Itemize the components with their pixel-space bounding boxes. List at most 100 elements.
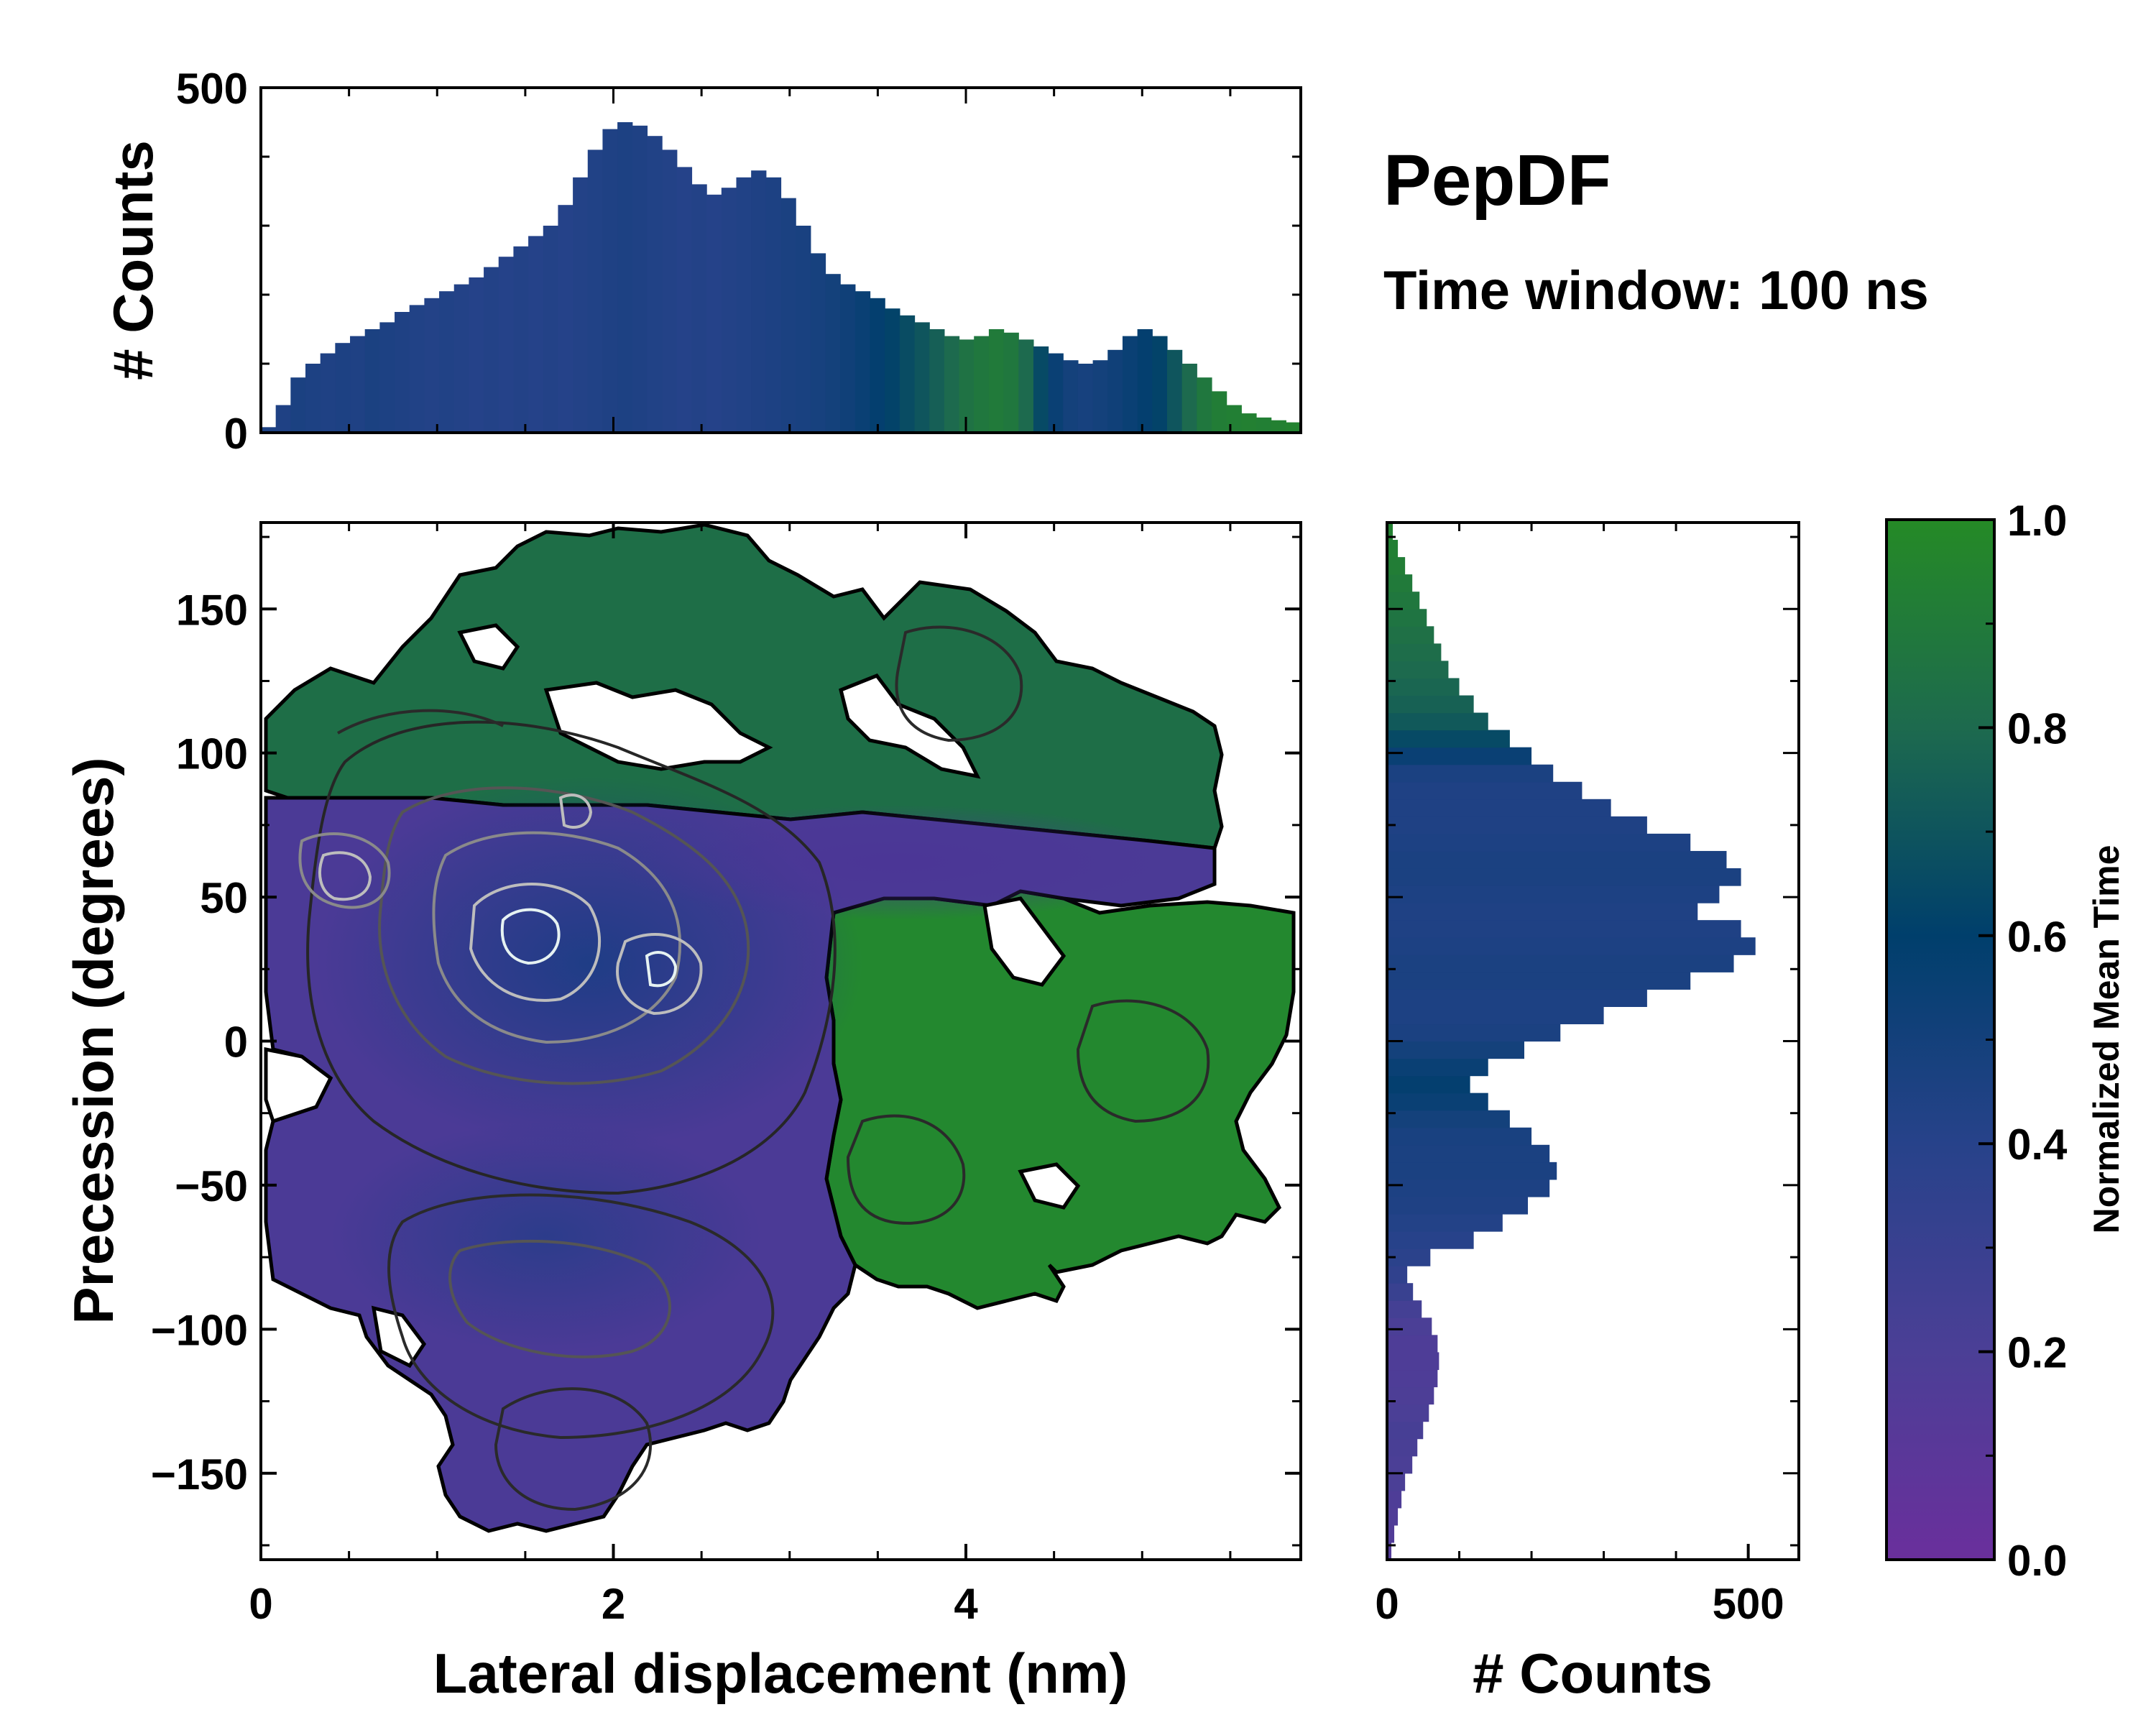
right-hist-bar xyxy=(1387,747,1532,765)
main-x-axis: 0 2 4 xyxy=(249,523,1232,1628)
right-histogram-panel: 0 500 # Counts xyxy=(1375,521,1800,1705)
top-hist-bar xyxy=(484,267,499,433)
top-hist-bar xyxy=(1211,391,1227,433)
top-hist-ylabel: # Counts xyxy=(101,140,165,380)
right-hist-bar xyxy=(1387,592,1420,610)
top-hist-bar xyxy=(1166,349,1183,433)
top-hist-bar xyxy=(1286,422,1302,433)
right-hist-bar xyxy=(1387,937,1756,955)
right-hist-bar xyxy=(1387,1110,1510,1128)
colorbar-label: Normalized Mean Time xyxy=(2086,845,2127,1234)
top-hist-bar xyxy=(275,405,291,433)
right-hist-bar xyxy=(1387,557,1406,575)
top-hist-y-axis: 0 500 xyxy=(176,65,1301,458)
right-hist-bar xyxy=(1387,886,1720,903)
right-hist-bar xyxy=(1387,1075,1470,1094)
top-hist-bar xyxy=(587,150,604,433)
density-purple-band xyxy=(611,805,1186,920)
right-hist-bar xyxy=(1387,1024,1561,1042)
colorbar-axis: 0.0 0.2 0.4 0.6 0.8 1.0 xyxy=(1978,497,2068,1585)
top-hist-bar xyxy=(810,253,826,433)
hole-lower-right xyxy=(1018,1162,1081,1210)
chart-subtitle: Time window: 100 ns xyxy=(1383,260,1929,321)
main-y-axis: 150 100 50 0 −50 −100 −150 xyxy=(151,535,1301,1547)
main-ylabel: Precession (degrees) xyxy=(62,757,125,1324)
top-hist-bar xyxy=(513,246,529,433)
top-hist-bar xyxy=(1152,336,1168,433)
right-hist-bar xyxy=(1387,1041,1524,1059)
right-hist-bar xyxy=(1387,954,1734,972)
top-hist-bar xyxy=(632,125,648,433)
right-hist-bar xyxy=(1387,1490,1402,1509)
right-hist-bar xyxy=(1387,1266,1408,1284)
right-hist-bar xyxy=(1387,712,1488,731)
right-hist-bar xyxy=(1387,609,1427,627)
top-hist-bar xyxy=(350,336,366,433)
right-hist-bar xyxy=(1387,1214,1503,1232)
right-hist-bar xyxy=(1387,643,1442,661)
colorbar-gradient xyxy=(1885,518,1996,1561)
right-hist-bar xyxy=(1387,781,1583,800)
right-hist-bar xyxy=(1387,1006,1604,1025)
colorbar-tick-label: 0.6 xyxy=(2007,913,2067,961)
top-hist-bar xyxy=(825,274,841,433)
top-hist-bar xyxy=(261,427,277,433)
right-hist-bar xyxy=(1387,1162,1557,1180)
top-hist-bar xyxy=(602,129,618,433)
top-hist-bar xyxy=(305,364,321,433)
right-hist-bar xyxy=(1387,868,1741,886)
top-hist-bar xyxy=(558,205,573,433)
colorbar-tick-label: 0.0 xyxy=(2007,1537,2067,1585)
top-histogram-panel: 0 500 # Counts xyxy=(101,65,1302,458)
top-hist-bar xyxy=(1256,417,1272,433)
top-hist-bar xyxy=(988,329,1005,433)
right-histogram-bars xyxy=(1387,523,1756,1560)
top-hist-bar xyxy=(974,336,990,433)
y-tick-label: 100 xyxy=(176,730,248,778)
top-hist-bar xyxy=(617,122,633,433)
top-hist-bar xyxy=(573,177,589,433)
top-hist-bar xyxy=(1018,339,1034,433)
top-hist-bar xyxy=(899,315,916,433)
colorbar: 0.0 0.2 0.4 0.6 0.8 1.0 Normalized Mean Time xyxy=(1885,497,2127,1585)
top-hist-bar xyxy=(870,298,885,433)
y-tick-label: −150 xyxy=(151,1450,248,1499)
chart-title: PepDF xyxy=(1383,140,1611,221)
top-hist-bar xyxy=(1092,360,1108,433)
top-hist-bar xyxy=(424,298,440,433)
right-x-tick-label: 500 xyxy=(1713,1580,1784,1628)
right-hist-bar xyxy=(1387,574,1413,592)
top-y-tick-label: 0 xyxy=(224,410,248,458)
x-tick-label: 0 xyxy=(249,1580,272,1628)
right-hist-bar xyxy=(1387,1317,1432,1335)
right-hist-bar xyxy=(1387,1404,1429,1422)
right-hist-bar xyxy=(1387,540,1399,558)
top-hist-bar xyxy=(647,136,663,433)
top-hist-bar xyxy=(469,277,484,433)
top-hist-bar xyxy=(290,377,306,433)
right-hist-bar xyxy=(1387,678,1460,696)
right-hist-bar xyxy=(1387,523,1393,540)
top-y-tick-label: 500 xyxy=(176,65,248,113)
top-hist-bar xyxy=(1107,349,1123,433)
density-contours xyxy=(298,625,1210,1512)
right-hist-bar xyxy=(1387,626,1434,644)
top-hist-bar xyxy=(1137,329,1153,433)
hole-left xyxy=(264,1046,333,1124)
top-hist-bar xyxy=(929,329,945,433)
top-hist-bar xyxy=(379,322,395,433)
right-hist-xlabel: # Counts xyxy=(1473,1642,1713,1705)
y-tick-label: −100 xyxy=(151,1306,248,1354)
colorbar-tick-label: 0.2 xyxy=(2007,1329,2067,1377)
top-histogram-bars xyxy=(261,122,1302,433)
top-hist-bar xyxy=(543,226,559,433)
right-hist-bar xyxy=(1387,903,1698,921)
top-hist-bar xyxy=(854,291,871,433)
right-hist-bar xyxy=(1387,1283,1414,1301)
right-hist-bar xyxy=(1387,1144,1550,1163)
right-hist-bar xyxy=(1387,1473,1406,1491)
right-hist-bar xyxy=(1387,850,1727,869)
top-hist-bar xyxy=(796,226,811,433)
right-hist-bar xyxy=(1387,1421,1424,1440)
top-hist-bar xyxy=(751,170,767,433)
